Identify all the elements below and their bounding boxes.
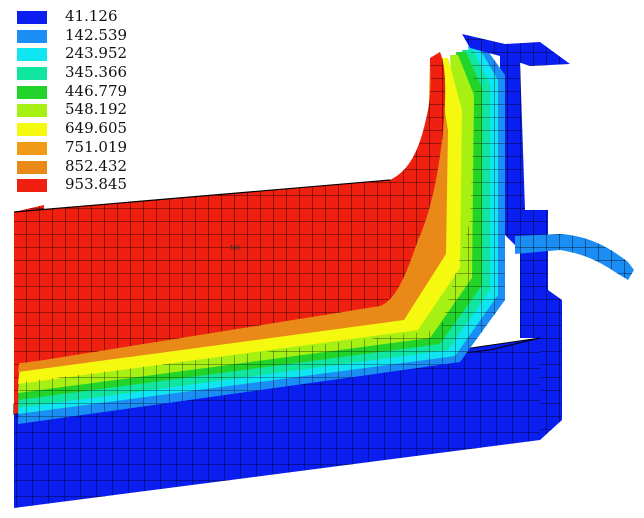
- legend-value: 41.126: [65, 7, 118, 25]
- legend-value: 345.366: [65, 63, 128, 82]
- legend-value: 649.605: [65, 119, 128, 138]
- legend-row: 41.126: [17, 7, 167, 26]
- legend-value: 142.539: [65, 25, 128, 44]
- legend-value: 751.019: [65, 137, 128, 156]
- legend-row: 243.952: [17, 44, 167, 63]
- legend-row: 953.845: [17, 175, 167, 194]
- legend-swatch: [17, 11, 47, 24]
- legend-row: 548.192: [17, 100, 167, 119]
- legend-swatch: [17, 179, 47, 193]
- legend-swatch: [17, 67, 47, 81]
- legend-swatch: [17, 141, 47, 155]
- legend-row: 852.432: [17, 157, 167, 176]
- legend-row: 345.366: [17, 63, 167, 82]
- bands-mesh: [18, 40, 505, 424]
- legend-swatch: [17, 104, 47, 118]
- legend-value: 446.779: [65, 81, 128, 100]
- legend-row: 142.539: [17, 26, 167, 45]
- legend-swatch: [17, 48, 47, 62]
- spout-mesh: [515, 234, 634, 280]
- top-flange: [462, 34, 570, 66]
- block-top-edge: [13, 179, 391, 213]
- legend-row: 446.779: [17, 82, 167, 101]
- max-marker-label: MX: [230, 244, 241, 252]
- legend-value: 243.952: [65, 44, 128, 63]
- legend-value: 548.192: [65, 100, 128, 119]
- legend-row: 751.019: [17, 138, 167, 157]
- spout: [515, 234, 634, 280]
- legend-row: 649.605: [17, 119, 167, 138]
- legend-swatch: [17, 29, 47, 43]
- contour-legend: 41.126 142.539 243.952 345.366 446.779 548.19…: [17, 7, 167, 194]
- core-mesh: [14, 52, 446, 364]
- legend-value: 953.845: [65, 175, 128, 194]
- legend-swatch: [17, 123, 47, 137]
- flange-mesh: [462, 34, 570, 66]
- legend-swatch: [17, 85, 47, 99]
- legend-value: 852.432: [65, 156, 128, 175]
- red-core: [13, 40, 505, 424]
- base-mesh: [14, 338, 540, 508]
- legend-swatch: [17, 160, 47, 174]
